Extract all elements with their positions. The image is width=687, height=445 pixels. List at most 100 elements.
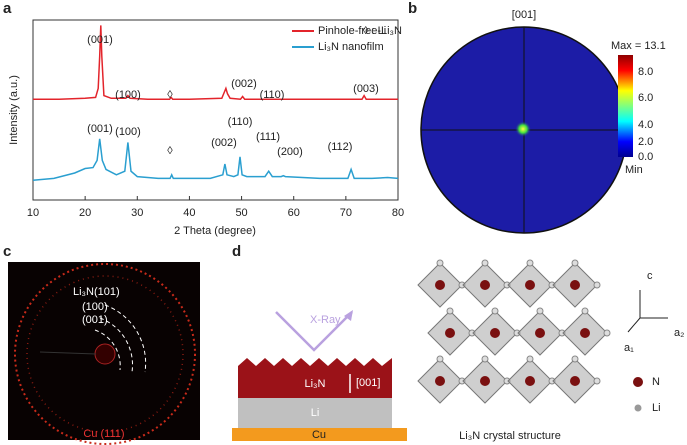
legend-label: Li <box>652 402 661 414</box>
peak-label: (001) <box>87 123 113 135</box>
li-atom <box>446 307 454 315</box>
crystal-caption: Li₃N crystal structure <box>459 430 561 442</box>
n-atom <box>435 280 445 290</box>
cu-layer <box>232 428 407 441</box>
legend-label: Pinhole-free-Li₃N <box>318 25 402 37</box>
beam-holder <box>39 351 97 355</box>
n-atom <box>445 328 455 338</box>
n-atom <box>525 376 535 386</box>
colorbar-label: 0.0 <box>638 151 653 163</box>
legend-label: Li₃N nanofilm <box>318 41 384 53</box>
cu-label: Cu <box>312 429 326 441</box>
colorbar-label: 4.0 <box>638 119 653 131</box>
pole-spot <box>515 121 531 137</box>
x-tick-label: 70 <box>340 207 352 219</box>
li-atom <box>526 259 534 267</box>
peak-label: (100) <box>115 126 141 138</box>
li-layer <box>238 398 392 428</box>
n-atom <box>570 280 580 290</box>
li-atom <box>481 259 489 267</box>
panel-letter: a <box>3 0 12 17</box>
legend-label: N <box>652 376 660 388</box>
plot-frame <box>32 19 399 201</box>
li-atom <box>634 404 642 412</box>
x-tick-label: 60 <box>288 207 300 219</box>
peak-label: (111) <box>256 131 280 143</box>
x-tick-label: 40 <box>183 207 195 219</box>
x-tick-label: 50 <box>235 207 247 219</box>
colorbar-label: 8.0 <box>638 66 653 78</box>
li-atom <box>571 355 579 363</box>
ring-label: (100) <box>82 301 108 313</box>
li-atom <box>526 355 534 363</box>
li-atom <box>571 259 579 267</box>
li-atom <box>491 307 499 315</box>
peak-label: (110) <box>228 116 253 128</box>
li-atom <box>436 355 444 363</box>
axes-icon <box>627 290 668 333</box>
peak-label: (200) <box>277 146 303 158</box>
colorbar-label: 6.0 <box>638 92 653 104</box>
ring-label: (001) <box>82 314 108 326</box>
legend-extra: ◊ : Li <box>363 25 386 37</box>
li-atom <box>603 329 611 337</box>
li-atom <box>593 377 601 385</box>
peak-label: (001) <box>87 34 113 46</box>
peak-label: (002) <box>231 78 257 90</box>
li-label: Li <box>311 407 320 419</box>
beam-stop <box>94 343 116 365</box>
xrd-chart: 2 Theta (degree) Intensity (a.u.) ◊ : Li… <box>8 19 404 237</box>
colorbar-label: 2.0 <box>638 136 653 148</box>
diffraction-image: Li₃N(101) (100) (001) Cu (111) <box>8 262 200 445</box>
series-line <box>32 138 399 181</box>
y-label: Intensity (a.u.) <box>8 75 20 145</box>
axis-label: c <box>647 270 653 282</box>
schematic: X-Ray Cu Li Li₃N [001] Li₃N crystal stru… <box>232 259 684 442</box>
x-tick-label: 10 <box>27 207 39 219</box>
pole-figure: [001] Max = 13.1 Min 8.0 6.0 4.0 2.0 0.0 <box>420 9 666 234</box>
li-atom <box>581 307 589 315</box>
film-layer <box>238 358 392 398</box>
ring <box>14 263 196 445</box>
dashed-arc <box>94 304 147 373</box>
n-atom <box>480 280 490 290</box>
n-atom <box>535 328 545 338</box>
peak-label: ◊ <box>167 145 173 157</box>
direction-label: [001] <box>356 377 380 389</box>
peak-label: (112) <box>328 141 353 153</box>
xray-label: X-Ray <box>310 314 341 326</box>
series-line <box>33 25 398 100</box>
axis-label: a₁ <box>624 342 634 354</box>
panel-letter: d <box>232 243 241 260</box>
xray-beam <box>275 311 353 352</box>
n-atom <box>570 376 580 386</box>
n-atom <box>480 376 490 386</box>
panel-letter: b <box>408 0 417 17</box>
arrowhead <box>344 310 353 321</box>
panel-letter: c <box>3 243 11 260</box>
peak-label: ◊ <box>167 89 173 101</box>
colorbar-min: Min <box>625 164 643 176</box>
axis-label: a₂ <box>674 327 684 339</box>
x-tick-label: 20 <box>79 207 91 219</box>
li-atom <box>481 355 489 363</box>
li-atom <box>536 307 544 315</box>
x-tick-label: 30 <box>131 207 143 219</box>
x-label: 2 Theta (degree) <box>174 225 256 237</box>
li-atom <box>593 281 601 289</box>
n-atom <box>490 328 500 338</box>
colorbar <box>618 55 633 157</box>
ring <box>26 275 184 433</box>
x-tick-label: 80 <box>392 207 404 219</box>
n-atom <box>435 376 445 386</box>
n-atom <box>580 328 590 338</box>
pole-title: [001] <box>512 9 536 21</box>
film-label: Li₃N <box>305 378 326 390</box>
ring-label: Li₃N(101) <box>73 286 120 298</box>
peak-label: (110) <box>260 89 285 101</box>
colorbar-max: Max = 13.1 <box>611 40 666 52</box>
peak-label: (003) <box>353 83 379 95</box>
ring-label: Cu (111) <box>83 428 124 440</box>
n-atom <box>525 280 535 290</box>
